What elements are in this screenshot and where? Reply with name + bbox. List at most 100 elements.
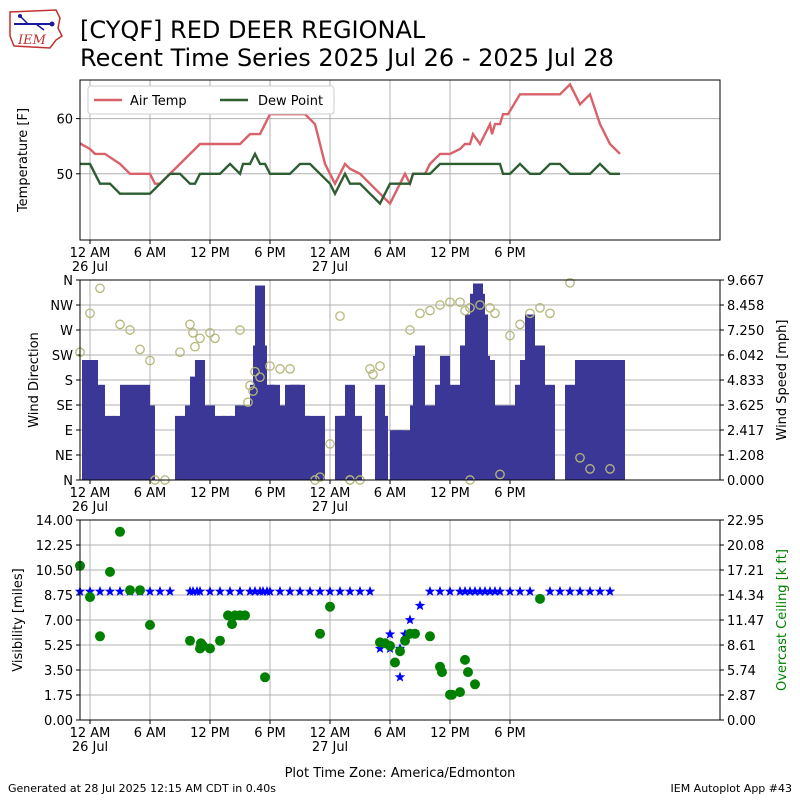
wind-direction-point — [145, 355, 155, 366]
visibility-star — [524, 585, 536, 596]
visibility-star — [494, 585, 506, 596]
temperature-axis-label: Temperature [F] — [16, 108, 31, 213]
ceiling-point — [447, 689, 457, 700]
visibility-star — [469, 585, 481, 596]
wind-direction-point — [525, 308, 535, 319]
visibility-star — [404, 614, 416, 625]
wind-direction-point — [125, 325, 135, 335]
ceiling-point — [85, 592, 95, 603]
wind-speed-bar — [400, 430, 410, 480]
direction-tick-label: W — [60, 324, 73, 339]
x-tick-label: 6 PM — [494, 486, 525, 501]
speed-tick-label: 6.042 — [727, 349, 764, 364]
visibility-star — [479, 585, 491, 596]
visibility-star — [294, 585, 306, 596]
wind-direction-point — [245, 380, 255, 391]
visibility-star — [274, 585, 286, 596]
wind-direction-point — [455, 297, 465, 308]
visibility-star — [484, 585, 496, 596]
wind-speed-bar — [120, 384, 130, 480]
logo-text: IEM — [17, 33, 47, 48]
ceiling-point — [325, 601, 335, 612]
ceiling-point — [260, 672, 270, 683]
wind-direction-point — [275, 364, 285, 374]
ceiling-point — [135, 585, 145, 596]
wind-speed-bar — [105, 415, 115, 480]
wind-direction-axis-label: Wind Direction — [27, 332, 42, 428]
ceiling-point — [145, 620, 155, 630]
ceiling-point — [125, 585, 135, 596]
x-tick-label: 6 AM — [374, 726, 407, 741]
wind-speed-bar — [575, 360, 585, 480]
visibility-star — [504, 585, 516, 596]
x-tick-label: 6 PM — [254, 726, 285, 741]
visibility-star — [474, 585, 486, 596]
visibility-star — [224, 585, 236, 596]
wind-speed-bar — [595, 360, 605, 480]
ceiling-point — [205, 643, 215, 654]
x-tick-label: 12 PM — [190, 246, 230, 261]
x-tick-label: 6 PM — [494, 726, 525, 741]
wind-speed-bar — [205, 405, 215, 480]
wind-direction-point — [235, 325, 245, 335]
direction-tick-label: E — [65, 424, 73, 439]
x-date-label: 26 Jul — [72, 260, 108, 275]
x-tick-label: 6 AM — [374, 486, 407, 501]
visibility-star — [374, 643, 386, 653]
wind-speed-bar — [215, 415, 225, 480]
wind-speed-bar — [485, 360, 495, 480]
wind-direction-point — [185, 319, 195, 330]
visibility-star — [574, 585, 586, 596]
wind-direction-point — [135, 344, 145, 355]
ceiling-point — [115, 526, 125, 537]
visibility-star — [459, 585, 471, 596]
x-tick-label: 6 AM — [134, 486, 167, 501]
x-tick-label: 6 PM — [254, 246, 285, 261]
visibility-star — [314, 585, 326, 596]
wind-direction-point — [365, 364, 375, 374]
ceiling-point — [105, 566, 115, 577]
wind-direction-point — [248, 386, 258, 396]
x-tick-label: 12 AM — [70, 726, 111, 741]
visibility-star — [399, 628, 411, 639]
wind-speed-axis-label: Wind Speed [mph] — [775, 320, 790, 441]
wind-speed-bar — [585, 360, 595, 480]
ceiling-tick-label: 22.95 — [727, 514, 764, 529]
wind-direction-point — [515, 319, 525, 330]
visibility-star — [264, 585, 276, 596]
speed-tick-label: 7.250 — [727, 324, 764, 339]
visibility-star — [384, 628, 396, 639]
wind-speed-bar — [378, 415, 388, 480]
speed-tick-label: 1.208 — [727, 449, 764, 464]
visibility-star — [564, 585, 576, 596]
wind-direction-point — [315, 472, 325, 483]
wind-speed-bar — [505, 405, 515, 480]
visibility-tick-label: 14.00 — [36, 514, 73, 529]
ceiling-point — [455, 687, 465, 698]
x-date-label: 27 Jul — [312, 260, 348, 275]
panel-frame — [79, 279, 721, 481]
wind-speed-bar — [445, 384, 455, 480]
ceiling-point — [385, 640, 395, 651]
visibility-star — [604, 585, 616, 596]
ceiling-point — [463, 667, 473, 678]
wind-direction-point — [255, 372, 265, 383]
visibility-star — [434, 585, 446, 596]
wind-direction-point — [243, 397, 253, 408]
wind-direction-point — [425, 305, 435, 316]
x-tick-label: 12 AM — [310, 486, 351, 501]
x-tick-label: 12 PM — [190, 486, 230, 501]
wind-direction-point — [535, 302, 545, 313]
visibility-star — [214, 585, 226, 596]
wind-speed-bar — [175, 415, 185, 480]
ceiling-point — [400, 635, 410, 646]
visibility-tick-label: 7.00 — [44, 614, 73, 629]
ceiling-point — [185, 635, 195, 646]
wind-speed-bar — [545, 384, 555, 480]
x-tick-label: 12 PM — [430, 246, 470, 261]
title-line-1: [CYQF] RED DEER REGIONAL — [80, 16, 426, 44]
visibility-star — [94, 585, 106, 596]
ceiling-tick-label: 0.00 — [727, 714, 756, 729]
x-tick-label: 12 PM — [190, 726, 230, 741]
wind-direction-point — [460, 305, 470, 316]
